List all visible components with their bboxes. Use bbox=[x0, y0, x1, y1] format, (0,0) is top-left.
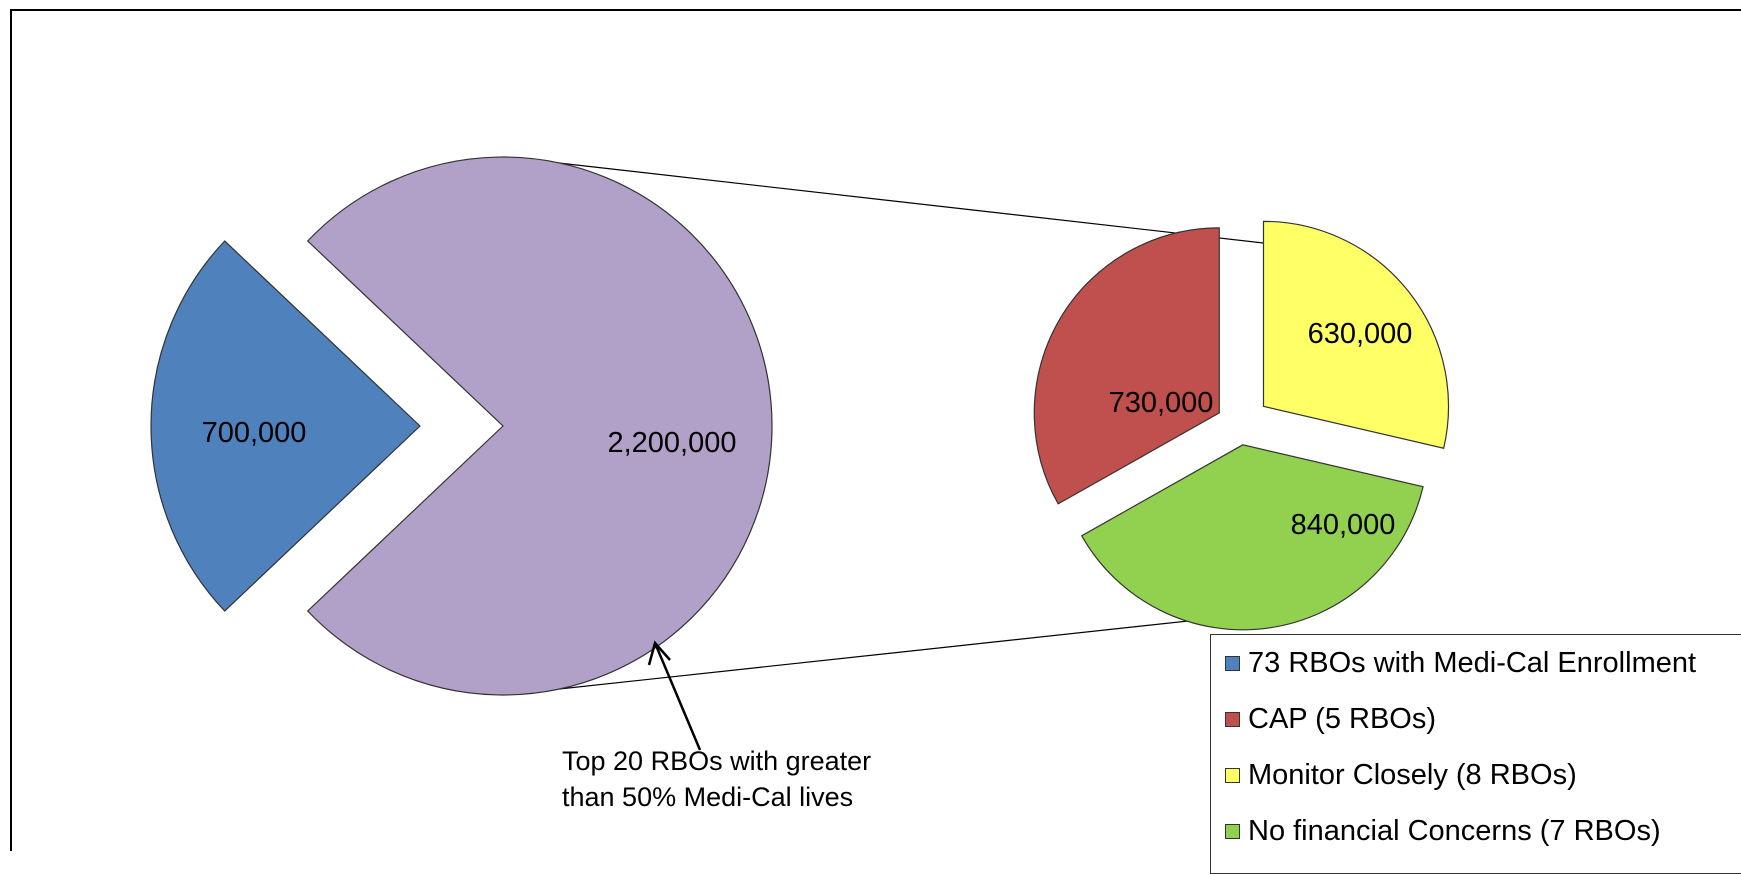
legend-label: CAP (5 RBOs) bbox=[1248, 702, 1437, 735]
chart-area bbox=[10, 9, 1741, 851]
data-label-73-rbos: 700,000 bbox=[202, 417, 307, 449]
pie-of-pie-chart: 700,000 2,200,000 630,000 840,000 730,000 To… bbox=[150, 156, 1450, 812]
slice-labels: 700,000 2,200,000 630,000 840,000 730,000 bbox=[202, 318, 1413, 541]
secondary-pie bbox=[1033, 220, 1450, 631]
connector-lines bbox=[549, 161, 1291, 691]
legend: 73 RBOs with Medi-Cal Enrollment CAP (5 … bbox=[1210, 634, 1741, 874]
legend-item-cap: CAP (5 RBOs) bbox=[1225, 701, 1436, 737]
legend-label: No financial Concerns (7 RBOs) bbox=[1248, 814, 1661, 847]
legend-swatch-blue bbox=[1225, 655, 1240, 671]
main-pie bbox=[150, 156, 773, 696]
data-label-top20: 2,200,000 bbox=[607, 427, 736, 459]
legend-swatch-red bbox=[1225, 711, 1240, 727]
connector-line-top bbox=[549, 161, 1291, 247]
legend-item-73-rbos: 73 RBOs with Medi-Cal Enrollment bbox=[1225, 645, 1696, 681]
data-label-cap: 730,000 bbox=[1109, 387, 1214, 419]
pie-slice-cap bbox=[1033, 227, 1220, 505]
legend-label: 73 RBOs with Medi-Cal Enrollment bbox=[1248, 646, 1697, 679]
pie-slice-monitor bbox=[1262, 220, 1450, 449]
pie-slice-nofin bbox=[1080, 444, 1424, 631]
annotation: Top 20 RBOs with greater than 50% Medi-C… bbox=[562, 640, 871, 812]
annotation-arrowhead bbox=[647, 640, 671, 666]
legend-item-no-financial-concerns: No financial Concerns (7 RBOs) bbox=[1225, 813, 1661, 849]
legend-label: Monitor Closely (8 RBOs) bbox=[1248, 758, 1577, 791]
data-label-monitor: 630,000 bbox=[1308, 318, 1413, 350]
legend-swatch-green bbox=[1225, 823, 1240, 839]
legend-item-monitor-closely: Monitor Closely (8 RBOs) bbox=[1225, 757, 1577, 793]
pie-slice-73-rbos bbox=[150, 240, 421, 612]
annotation-arrow bbox=[653, 642, 702, 751]
data-label-nofin: 840,000 bbox=[1291, 509, 1396, 541]
pie-slice-top20-rbos bbox=[306, 156, 773, 696]
legend-swatch-yellow bbox=[1225, 767, 1240, 783]
annotation-line-1: Top 20 RBOs with greater bbox=[562, 746, 871, 776]
connector-line-bottom bbox=[549, 609, 1291, 691]
annotation-line-2: than 50% Medi-Cal lives bbox=[562, 782, 853, 812]
